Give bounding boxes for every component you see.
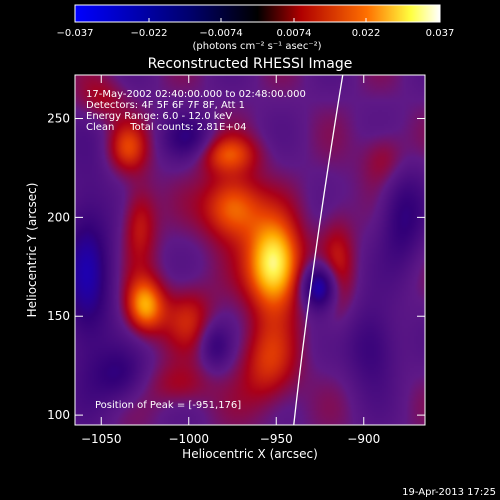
- axis-ticks: −1050 −1000 −950 −900 100 150 200 250: [47, 75, 425, 446]
- x-tick-label: −950: [260, 432, 293, 446]
- colorbar-unit-label: (photons cm⁻² s⁻¹ asec⁻²): [192, 41, 321, 52]
- colorbar-tick-label: 0.0074: [277, 28, 312, 39]
- y-tick-label: 150: [47, 309, 70, 323]
- colorbar-tick-label: −0.0074: [199, 28, 242, 39]
- x-tick-label: −900: [347, 432, 380, 446]
- colorbar-tick-label: −0.022: [130, 28, 167, 39]
- colorbar-tick-label: 0.037: [426, 28, 455, 39]
- solar-limb-curve: [293, 75, 344, 425]
- colorbar: [74, 4, 441, 23]
- y-axis-label: Heliocentric Y (arcsec): [25, 183, 39, 318]
- plot-frame: [74, 74, 426, 426]
- annotation-time-range: 17-May-2002 02:40:00.000 to 02:48:00.000: [86, 89, 306, 100]
- annotation-detectors: Detectors: 4F 5F 6F 7F 8F, Att 1: [86, 100, 245, 111]
- x-tick-label: −1050: [81, 432, 122, 446]
- heatmap-image: [75, 75, 425, 425]
- y-tick-label: 200: [47, 210, 70, 224]
- y-tick-label: 100: [47, 408, 70, 422]
- colorbar-tick-label: 0.022: [352, 28, 381, 39]
- annotation-energy-range: Energy Range: 6.0 - 12.0 keV: [86, 111, 232, 122]
- chart-title: Reconstructed RHESSI Image: [148, 56, 353, 72]
- colorbar-ticks: −0.037 −0.022 −0.0074 0.0074 0.022 0.037: [56, 18, 454, 39]
- y-tick-label: 250: [47, 112, 70, 126]
- x-axis-label: Heliocentric X (arcsec): [182, 447, 318, 461]
- peak-position-label: Position of Peak = [-951,176]: [95, 400, 241, 411]
- colorbar-tick-label: −0.037: [56, 28, 93, 39]
- x-tick-label: −1000: [168, 432, 209, 446]
- annotation-clean-counts: Clean Total counts: 2.81E+04: [86, 122, 246, 133]
- footer-date: 19-Apr-2013 17:25: [402, 487, 496, 498]
